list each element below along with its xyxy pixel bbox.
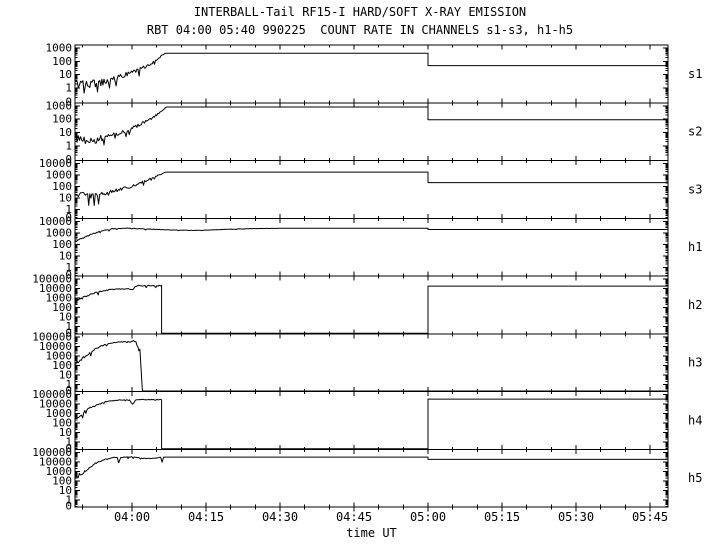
x-tick-label: 04:00 — [114, 510, 150, 524]
channel-label-h1: h1 — [688, 240, 702, 254]
y-tick-label-h1: 1000 — [46, 226, 73, 239]
y-tick-label-s3: 100 — [52, 180, 72, 193]
panel-border-h1 — [74, 217, 669, 277]
y-tick-label-h3: 10 — [59, 368, 72, 381]
y-tick-label-h4: 10000 — [39, 398, 72, 411]
x-tick-label: 05:00 — [410, 510, 446, 524]
x-tick-label: 04:45 — [336, 510, 372, 524]
y-tick-label-s2: 10 — [59, 126, 72, 139]
y-tick-label-s2: 1000 — [46, 99, 73, 112]
y-tick-label-s3: 1 — [65, 203, 72, 216]
panel-border-h3 — [74, 333, 669, 392]
y-tick-label-s2: 100 — [52, 113, 72, 126]
channel-label-h3: h3 — [688, 356, 702, 370]
y-tick-label-h4: 1000 — [46, 407, 73, 420]
y-tick-label-h2: 1000 — [46, 292, 73, 305]
panel-border-s3 — [74, 160, 669, 219]
x-tick-label: 04:15 — [188, 510, 224, 524]
y-tick-label-h2: 10 — [59, 311, 72, 324]
trace-h5 — [74, 456, 668, 480]
trace-s1 — [74, 52, 668, 94]
y-tick-label-s1: 1 — [65, 82, 72, 95]
y-tick-label-s1: 1000 — [46, 42, 73, 55]
y-tick-label-h3: 0 — [65, 384, 72, 397]
channel-label-s3: s3 — [688, 182, 702, 196]
y-tick-label-h1: 1 — [65, 261, 72, 274]
y-tick-label-s3: 10 — [59, 192, 72, 205]
y-tick-label-s1: 100 — [52, 55, 72, 68]
traces — [74, 52, 668, 480]
channel-label-h2: h2 — [688, 298, 702, 312]
channel-label-s1: s1 — [688, 67, 702, 81]
trace-h1 — [74, 227, 668, 243]
x-tick-label: 05:45 — [632, 510, 668, 524]
y-tick-label-h2: 10000 — [39, 282, 72, 295]
trace-h4 — [74, 398, 668, 450]
y-tick-label-s1: 10 — [59, 68, 72, 81]
channel-label-h4: h4 — [688, 413, 702, 427]
y-tick-label-h4: 1 — [65, 436, 72, 449]
y-tick-label-h5: 100 — [52, 474, 72, 487]
y-tick-label-h3: 1000 — [46, 349, 73, 362]
y-tick-label-h5: 0 — [65, 500, 72, 513]
x-tick-label: 04:30 — [262, 510, 298, 524]
y-tick-label-h5: 10000 — [39, 455, 72, 468]
x-tick-label: 05:15 — [484, 510, 520, 524]
x-axis-title: time UT — [346, 526, 397, 540]
y-tick-label-h2: 1 — [65, 320, 72, 333]
y-tick-label-h1: 0 — [65, 269, 72, 282]
y-tick-label-s1: 0 — [65, 95, 72, 108]
y-tick-label-h3: 1 — [65, 378, 72, 391]
y-tick-label-s3: 10000 — [39, 157, 72, 170]
channel-label-s2: s2 — [688, 125, 702, 139]
trace-s2 — [74, 106, 668, 146]
y-tick-label-h5: 100000 — [32, 446, 72, 459]
panel-frames-and-ticks — [74, 44, 669, 512]
y-tick-label-h4: 10 — [59, 426, 72, 439]
channel-label-h5: h5 — [688, 471, 702, 485]
y-tick-label-h5: 1 — [65, 493, 72, 506]
y-tick-label-h2: 0 — [65, 326, 72, 339]
y-tick-label-h3: 10000 — [39, 340, 72, 353]
panel-border-h4 — [74, 391, 669, 450]
y-tick-label-h1: 10 — [59, 249, 72, 262]
trace-s3 — [74, 171, 668, 206]
plot-subtitle: RBT 04:00 05:40 990225 COUNT RATE IN CHA… — [146, 23, 574, 37]
y-tick-label-s3: 1000 — [46, 169, 73, 182]
y-tick-label-h4: 0 — [65, 442, 72, 455]
panel-border-h5 — [74, 448, 669, 508]
y-tick-label-h3: 100000 — [32, 330, 72, 343]
y-tick-label-h2: 100 — [52, 301, 72, 314]
axis-labels: 10001001010s110001001010s210000100010010… — [32, 42, 702, 525]
y-tick-label-h1: 100 — [52, 238, 72, 251]
panel-border-s2 — [74, 102, 669, 161]
y-tick-label-h4: 100 — [52, 417, 72, 430]
plot-title: INTERBALL-Tail RF15-I HARD/SOFT X-RAY EM… — [193, 5, 527, 19]
y-tick-label-s3: 0 — [65, 211, 72, 224]
y-tick-label-s2: 1 — [65, 139, 72, 152]
panel-border-h2 — [74, 275, 669, 335]
y-tick-label-h1: 10000 — [39, 215, 72, 228]
y-tick-label-s2: 0 — [65, 153, 72, 166]
y-tick-label-h4: 100000 — [32, 388, 72, 401]
y-tick-label-h3: 100 — [52, 359, 72, 372]
x-tick-label: 05:30 — [558, 510, 594, 524]
trace-h2 — [74, 284, 668, 334]
y-tick-label-h2: 100000 — [32, 273, 72, 286]
y-tick-label-h5: 1000 — [46, 465, 73, 478]
trace-h3 — [74, 340, 668, 392]
y-tick-label-h5: 10 — [59, 484, 72, 497]
